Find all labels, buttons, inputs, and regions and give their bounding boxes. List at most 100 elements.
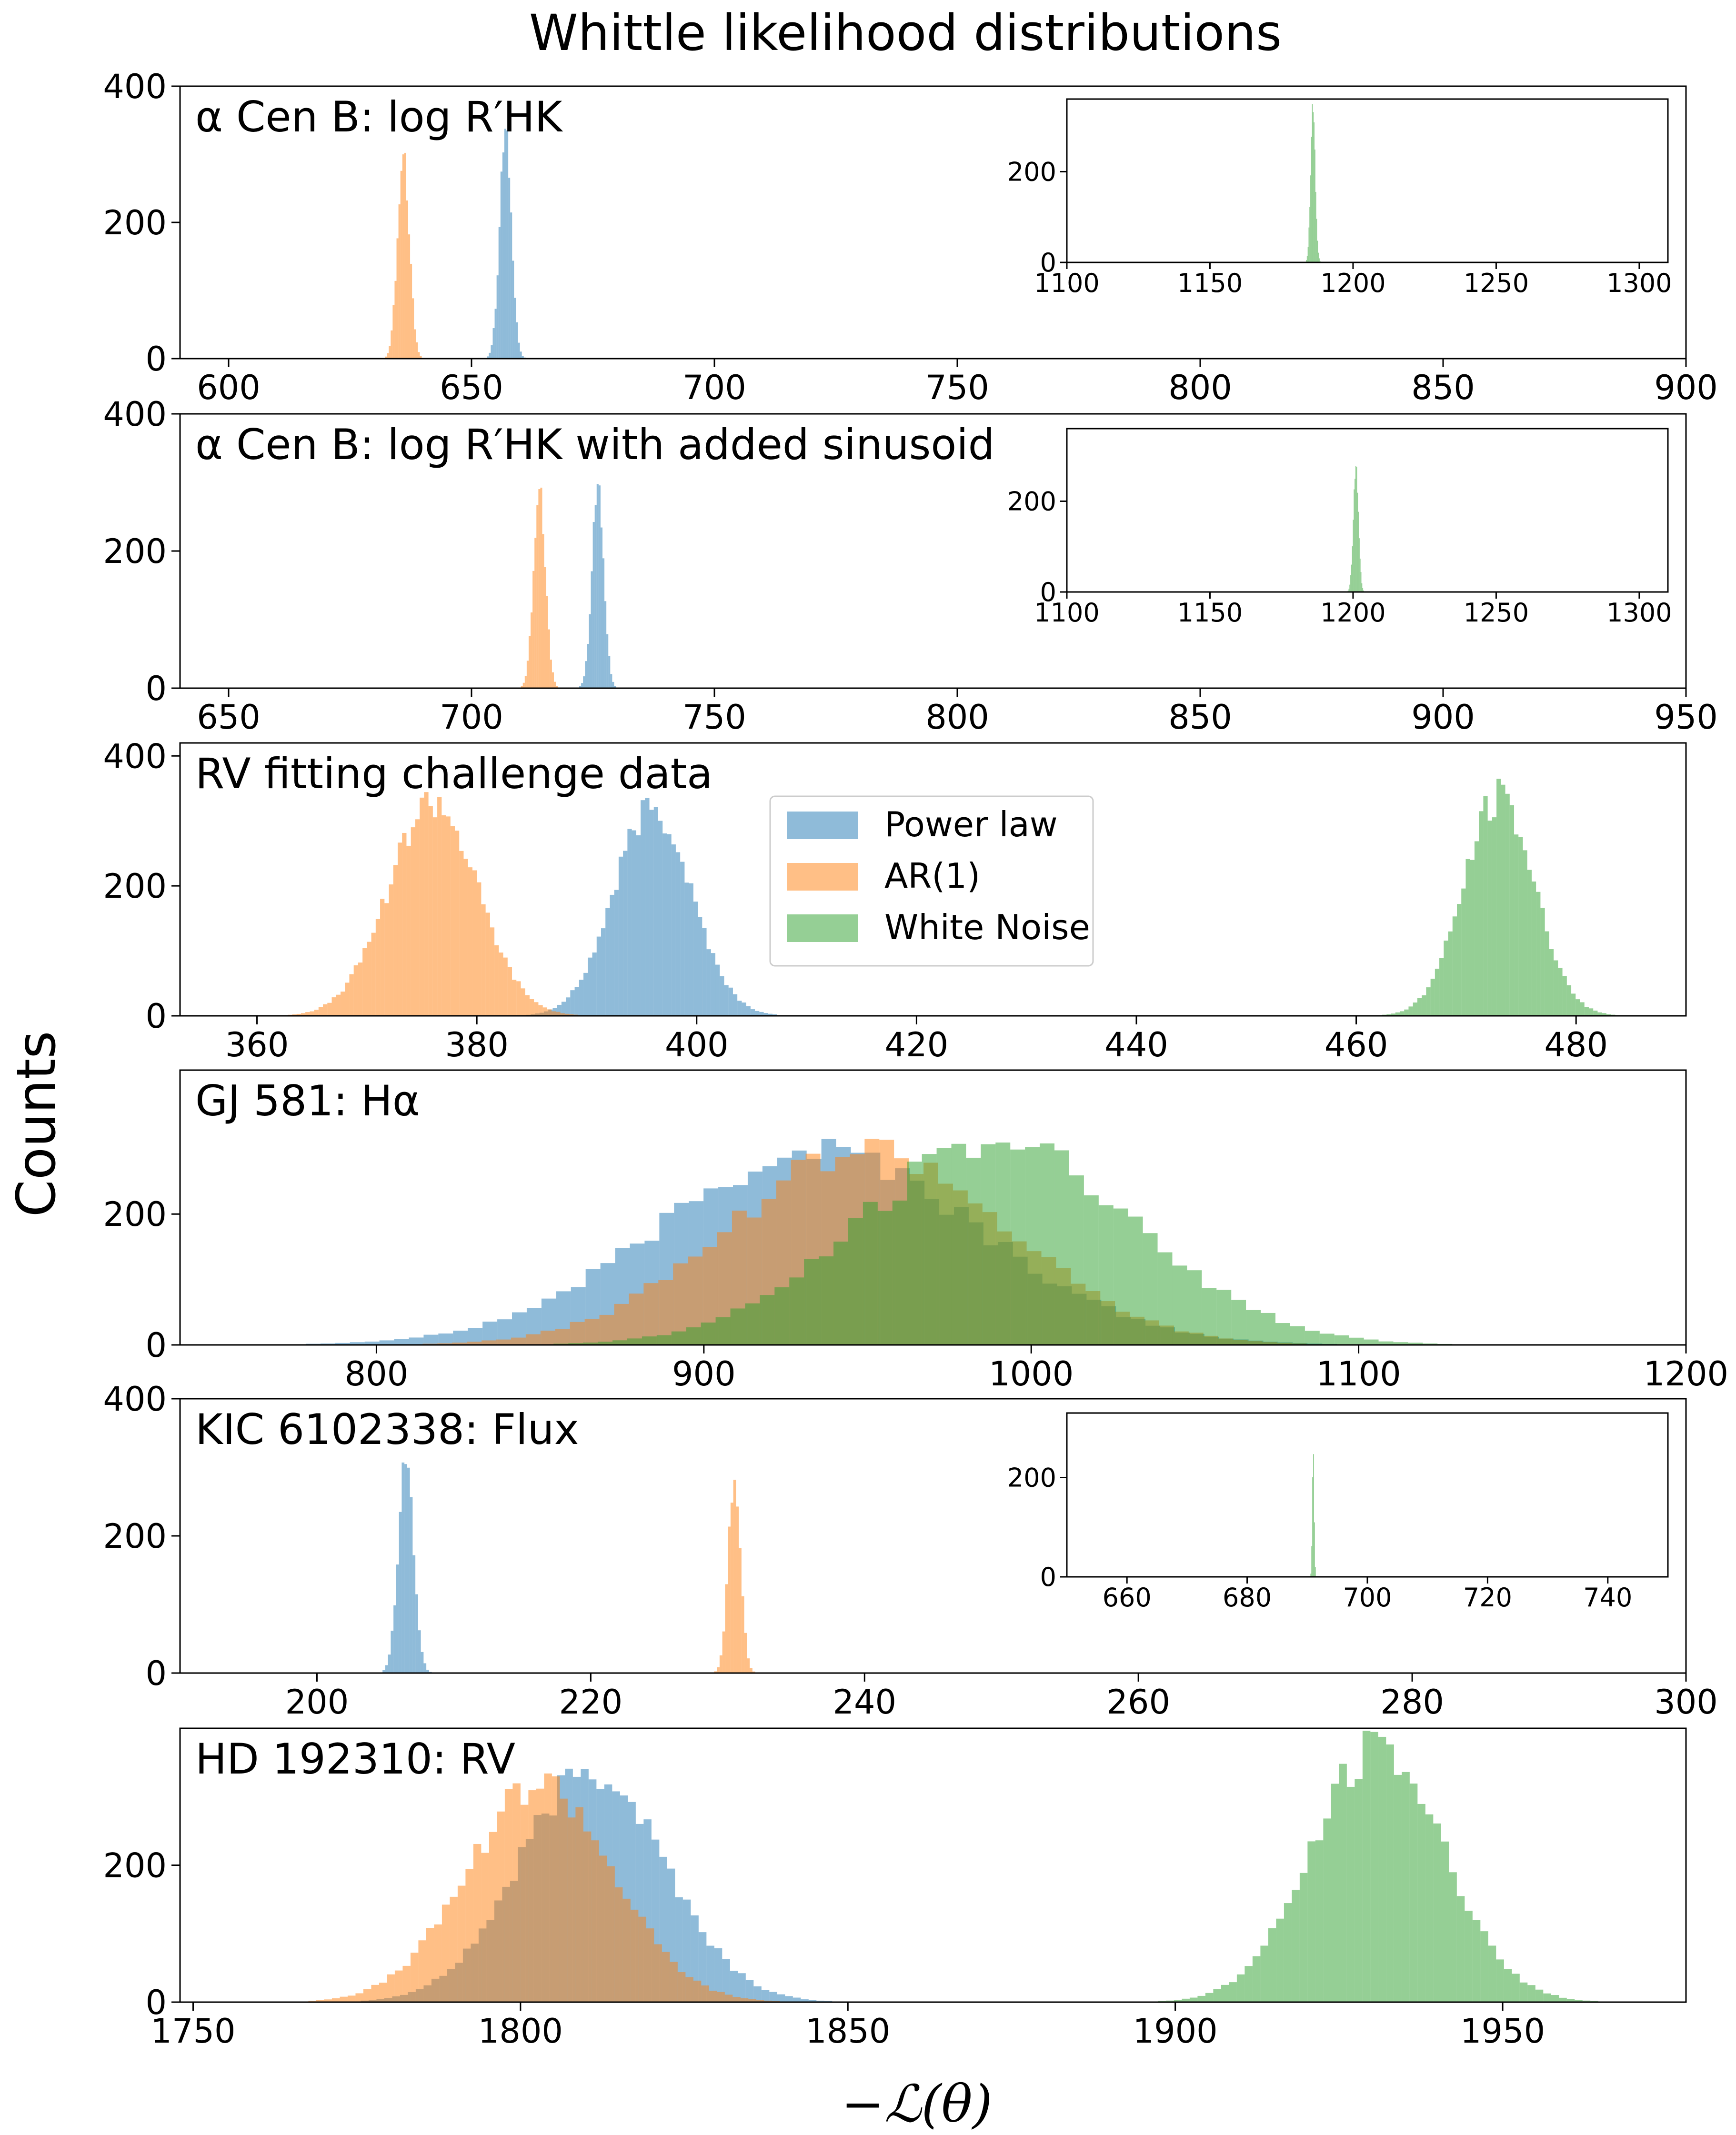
inset-background	[1067, 429, 1668, 592]
panel-4-bar	[599, 1314, 614, 1345]
panel-3-bar	[592, 952, 597, 1016]
panel-3-bar	[463, 859, 468, 1016]
panel-2-xtick-label: 650	[197, 698, 261, 737]
panel-4-bar	[1025, 1147, 1040, 1345]
panel-3-bar	[560, 1013, 565, 1016]
inset-5-bar	[1312, 1477, 1314, 1577]
panel-3-bar	[336, 994, 341, 1016]
panel-1-bar	[412, 298, 414, 359]
panel-4-bar	[995, 1143, 1011, 1345]
panel-6-bar	[1252, 1956, 1261, 2002]
panel-3-bar	[353, 965, 358, 1016]
panel-2-bar	[594, 505, 597, 688]
panel-2-inset: 1100 1150 1200 1250 1300 0 200	[1007, 428, 1672, 628]
panel-5-bar	[404, 1464, 407, 1673]
panel-3-bar	[1558, 968, 1563, 1016]
inset-5-xtick-label: 680	[1223, 1583, 1272, 1613]
panel-6-bar	[457, 1885, 466, 2002]
panel-6-bar	[1323, 1818, 1331, 2002]
panel-3-bar	[468, 867, 472, 1016]
panel-5-bar	[733, 1480, 736, 1673]
panel-1-bar	[416, 342, 418, 359]
panel-6-bar	[1559, 1997, 1567, 2002]
panel-4-bar	[496, 1339, 511, 1345]
panel-3-bar	[1444, 941, 1448, 1016]
panel-2-ytick-label: 200	[103, 532, 167, 571]
panel-3-bar	[1470, 860, 1475, 1016]
panel-3-bar	[1483, 796, 1488, 1016]
inset-5-bar	[1315, 1567, 1316, 1577]
inset-2-bar	[1358, 511, 1359, 592]
panel-2-bar	[552, 672, 554, 688]
inset-1-bar	[1311, 137, 1312, 262]
panel-6-bar	[544, 1773, 552, 2002]
panel-6-bar	[1197, 1995, 1205, 2002]
panel-3-bar	[547, 1009, 552, 1016]
panel-6-bar	[316, 2000, 324, 2002]
panel-3-bar	[720, 976, 724, 1016]
panel-3-ytick-label: 400	[103, 737, 167, 776]
inset-2-bar	[1350, 575, 1351, 592]
panel-3-bar	[542, 1007, 547, 1016]
panel-4-bar	[936, 1148, 952, 1345]
inset-2-series-white-noise	[1347, 466, 1364, 592]
panel-6-series-white-noise	[1158, 1731, 1598, 2002]
panel-1-bar	[387, 353, 389, 359]
panel-1-bar	[489, 352, 491, 359]
inset-1-bar	[1316, 219, 1317, 262]
panel-5-bar	[719, 1655, 722, 1673]
panel-2-bar	[606, 634, 609, 688]
panel-1-bar	[385, 356, 387, 359]
panel-4-bar	[966, 1157, 981, 1345]
panel-4-ytick-label: 0	[145, 1326, 167, 1365]
panel-2-bar	[528, 636, 531, 688]
panel-3-bar	[724, 985, 729, 1016]
panel-4-bar	[570, 1322, 585, 1345]
panel-6-bar	[1236, 1974, 1245, 2002]
panel-6-bar	[670, 1962, 678, 2002]
panel-2-bar	[579, 686, 582, 688]
inset-1-bar	[1312, 104, 1313, 262]
panel-3-bar	[1540, 908, 1545, 1016]
panel-4-bar	[423, 1334, 439, 1345]
panel-6-bar	[583, 1831, 592, 2002]
panel-3-bar	[340, 992, 345, 1016]
panel-3-bar	[623, 851, 628, 1016]
panel-4-bar	[409, 1337, 424, 1345]
panel-1-bar	[514, 298, 516, 359]
inset-2-bar	[1359, 538, 1360, 592]
inset-1-bar	[1309, 207, 1311, 262]
panel-6-bar	[355, 1993, 363, 2002]
panel-3-bar	[583, 972, 588, 1016]
inset-2-ytick-label: 0	[1040, 577, 1056, 607]
panel-3-bar	[702, 928, 707, 1016]
inset-background	[1067, 99, 1668, 262]
panel-3-bar	[618, 856, 623, 1016]
panel-3-xtick-label: 440	[1104, 1025, 1168, 1064]
panel-3-bar	[1549, 949, 1554, 1016]
panel-3-bar	[358, 962, 363, 1016]
panel-4-bar	[1010, 1149, 1025, 1345]
panel-3-bar	[557, 1004, 562, 1016]
panel-1-bar	[500, 171, 502, 359]
inset-2-bar	[1354, 489, 1355, 592]
panel-3-bar	[1593, 1011, 1598, 1016]
panel-3-bar	[402, 832, 407, 1016]
inset-5-bar	[1311, 1546, 1313, 1577]
panel-6-bar	[387, 1974, 395, 2002]
panel-3-bar	[446, 816, 451, 1016]
panel-4-bar	[804, 1259, 819, 1345]
panel-3-xtick-label: 360	[225, 1025, 289, 1064]
panel-4-xtick-label: 900	[672, 1354, 736, 1393]
panel-3-bar	[750, 1009, 755, 1016]
inset-2-bar	[1355, 466, 1356, 592]
panel-3-bar	[1575, 999, 1580, 1016]
panel-3-bar	[627, 829, 632, 1016]
panel-6-bar	[714, 1948, 722, 2002]
panel-3-bar	[768, 1013, 773, 1016]
panel-6-bar	[410, 1953, 419, 2002]
panel-5-xtick-label: 300	[1654, 1683, 1718, 1722]
inset-5-xtick-label: 740	[1583, 1583, 1632, 1613]
panel-6-bar	[1174, 2000, 1182, 2002]
panel-4-frame	[179, 1069, 1687, 1346]
